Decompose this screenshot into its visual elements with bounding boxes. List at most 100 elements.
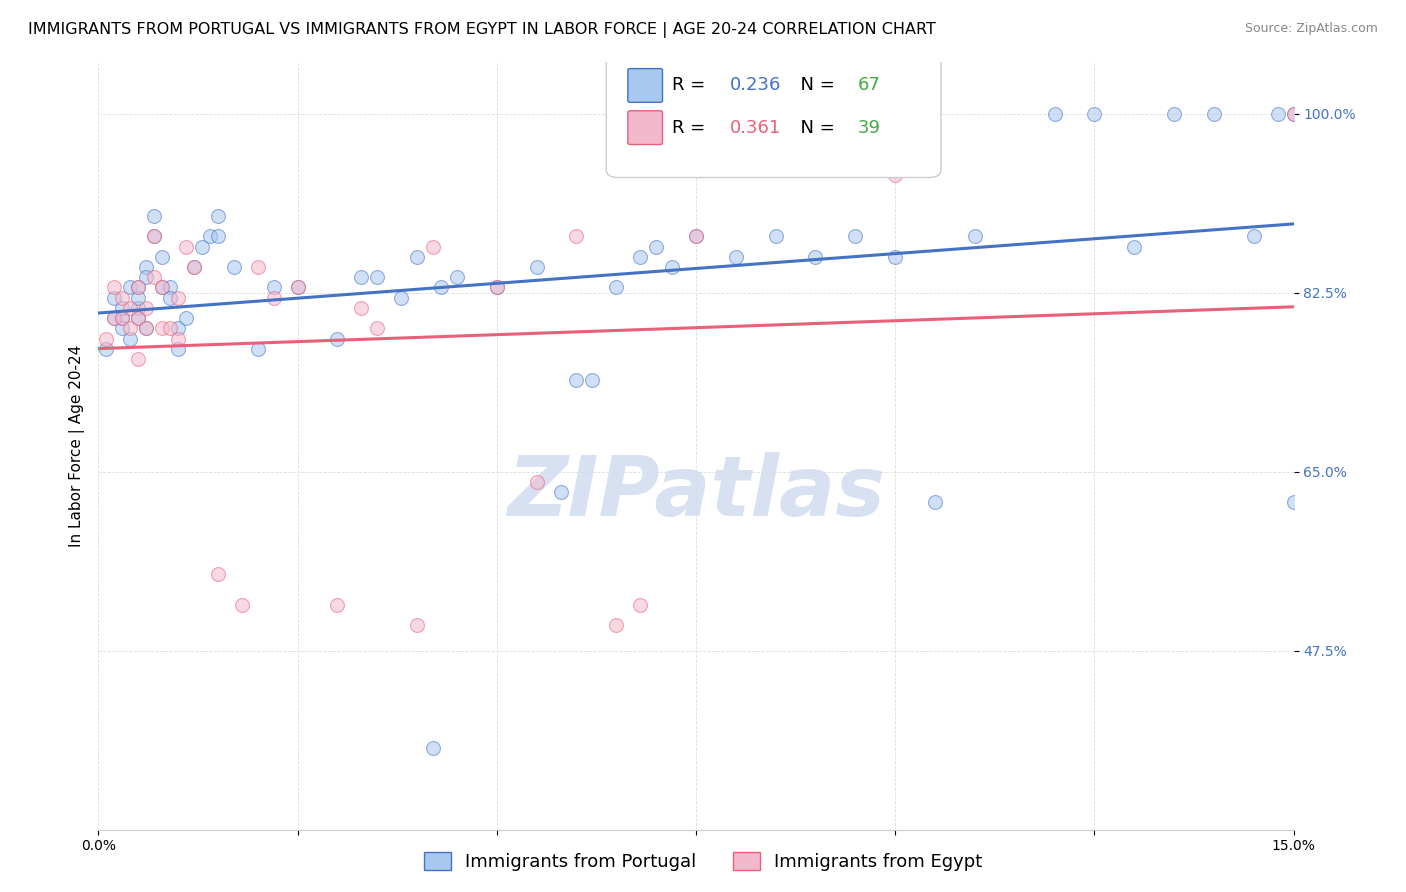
Point [246,342,269,356]
Point [135,301,157,315]
Point [174,311,197,326]
Text: 0.361: 0.361 [730,119,780,136]
Point [167,342,190,356]
Point [120,332,142,346]
Point [191,239,214,253]
Point [605,280,627,294]
Point [389,291,412,305]
Point [350,270,373,285]
Point [446,270,468,285]
Point [246,260,269,274]
Point [143,209,166,223]
Point [485,280,508,294]
Point [350,301,373,315]
Point [526,475,548,489]
Point [1282,495,1305,509]
Point [159,291,181,305]
Point [127,352,149,367]
Point [685,229,707,244]
Point [150,280,173,294]
Point [430,280,453,294]
Point [120,301,142,315]
Point [565,372,588,386]
Point [1243,229,1265,244]
Point [120,321,142,335]
Text: N =: N = [789,77,841,95]
Point [366,321,388,335]
Legend: Immigrants from Portugal, Immigrants from Egypt: Immigrants from Portugal, Immigrants fro… [416,846,990,879]
Point [120,280,142,294]
Point [103,311,125,326]
Point [844,229,866,244]
Point [1282,106,1305,120]
Point [127,301,149,315]
Point [207,209,229,223]
FancyBboxPatch shape [606,54,941,178]
Point [111,291,134,305]
Point [207,229,229,244]
Point [167,321,190,335]
Point [167,291,190,305]
Point [406,618,429,632]
Point [406,250,429,264]
Point [135,321,157,335]
Point [1123,239,1146,253]
Point [605,618,627,632]
Point [127,311,149,326]
Text: ZIPatlas: ZIPatlas [508,451,884,533]
Point [804,250,827,264]
Point [111,301,134,315]
Text: 39: 39 [858,119,880,136]
Point [550,485,572,500]
Point [143,270,166,285]
Point [685,229,707,244]
Point [884,168,907,182]
Point [135,270,157,285]
Point [111,311,134,326]
Point [366,270,388,285]
Point [287,280,309,294]
Point [127,291,149,305]
Point [565,229,588,244]
Point [96,332,118,346]
Point [103,280,125,294]
Point [661,260,683,274]
Point [103,311,125,326]
Point [724,250,747,264]
Point [150,250,173,264]
Text: Source: ZipAtlas.com: Source: ZipAtlas.com [1244,22,1378,36]
Point [326,598,349,612]
Point [159,321,181,335]
Point [111,321,134,335]
Point [103,291,125,305]
Point [231,598,253,612]
Point [111,311,134,326]
Point [581,372,603,386]
Text: 67: 67 [858,77,880,95]
Point [143,229,166,244]
Point [422,239,444,253]
Point [222,260,245,274]
Point [1043,106,1066,120]
Text: IMMIGRANTS FROM PORTUGAL VS IMMIGRANTS FROM EGYPT IN LABOR FORCE | AGE 20-24 COR: IMMIGRANTS FROM PORTUGAL VS IMMIGRANTS F… [28,22,936,38]
Text: R =: R = [672,119,711,136]
Y-axis label: In Labor Force | Age 20-24: In Labor Force | Age 20-24 [69,345,84,547]
Point [422,740,444,755]
Point [765,229,787,244]
Point [1202,106,1225,120]
Text: R =: R = [672,77,711,95]
Point [198,229,221,244]
Point [628,250,651,264]
Point [526,260,548,274]
FancyBboxPatch shape [628,69,662,103]
Text: N =: N = [789,119,841,136]
Point [263,291,285,305]
Point [127,311,149,326]
Point [150,280,173,294]
Point [287,280,309,294]
Point [143,229,166,244]
Point [924,495,946,509]
Text: 0.236: 0.236 [730,77,780,95]
Point [183,260,205,274]
Point [628,598,651,612]
